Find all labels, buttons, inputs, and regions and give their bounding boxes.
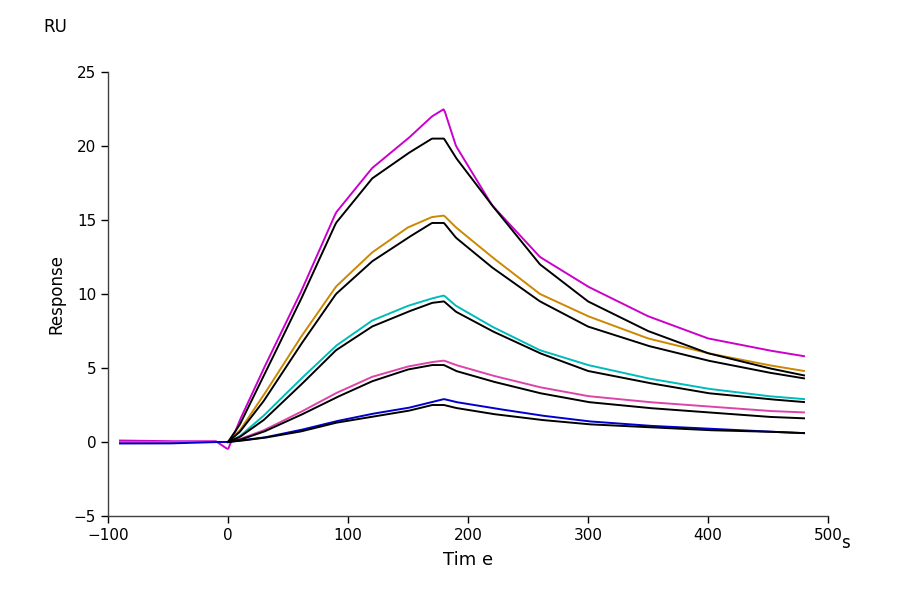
Text: RU: RU	[43, 19, 68, 37]
Text: s: s	[842, 534, 850, 552]
X-axis label: Tim e: Tim e	[443, 551, 493, 569]
Y-axis label: Response: Response	[48, 254, 66, 334]
